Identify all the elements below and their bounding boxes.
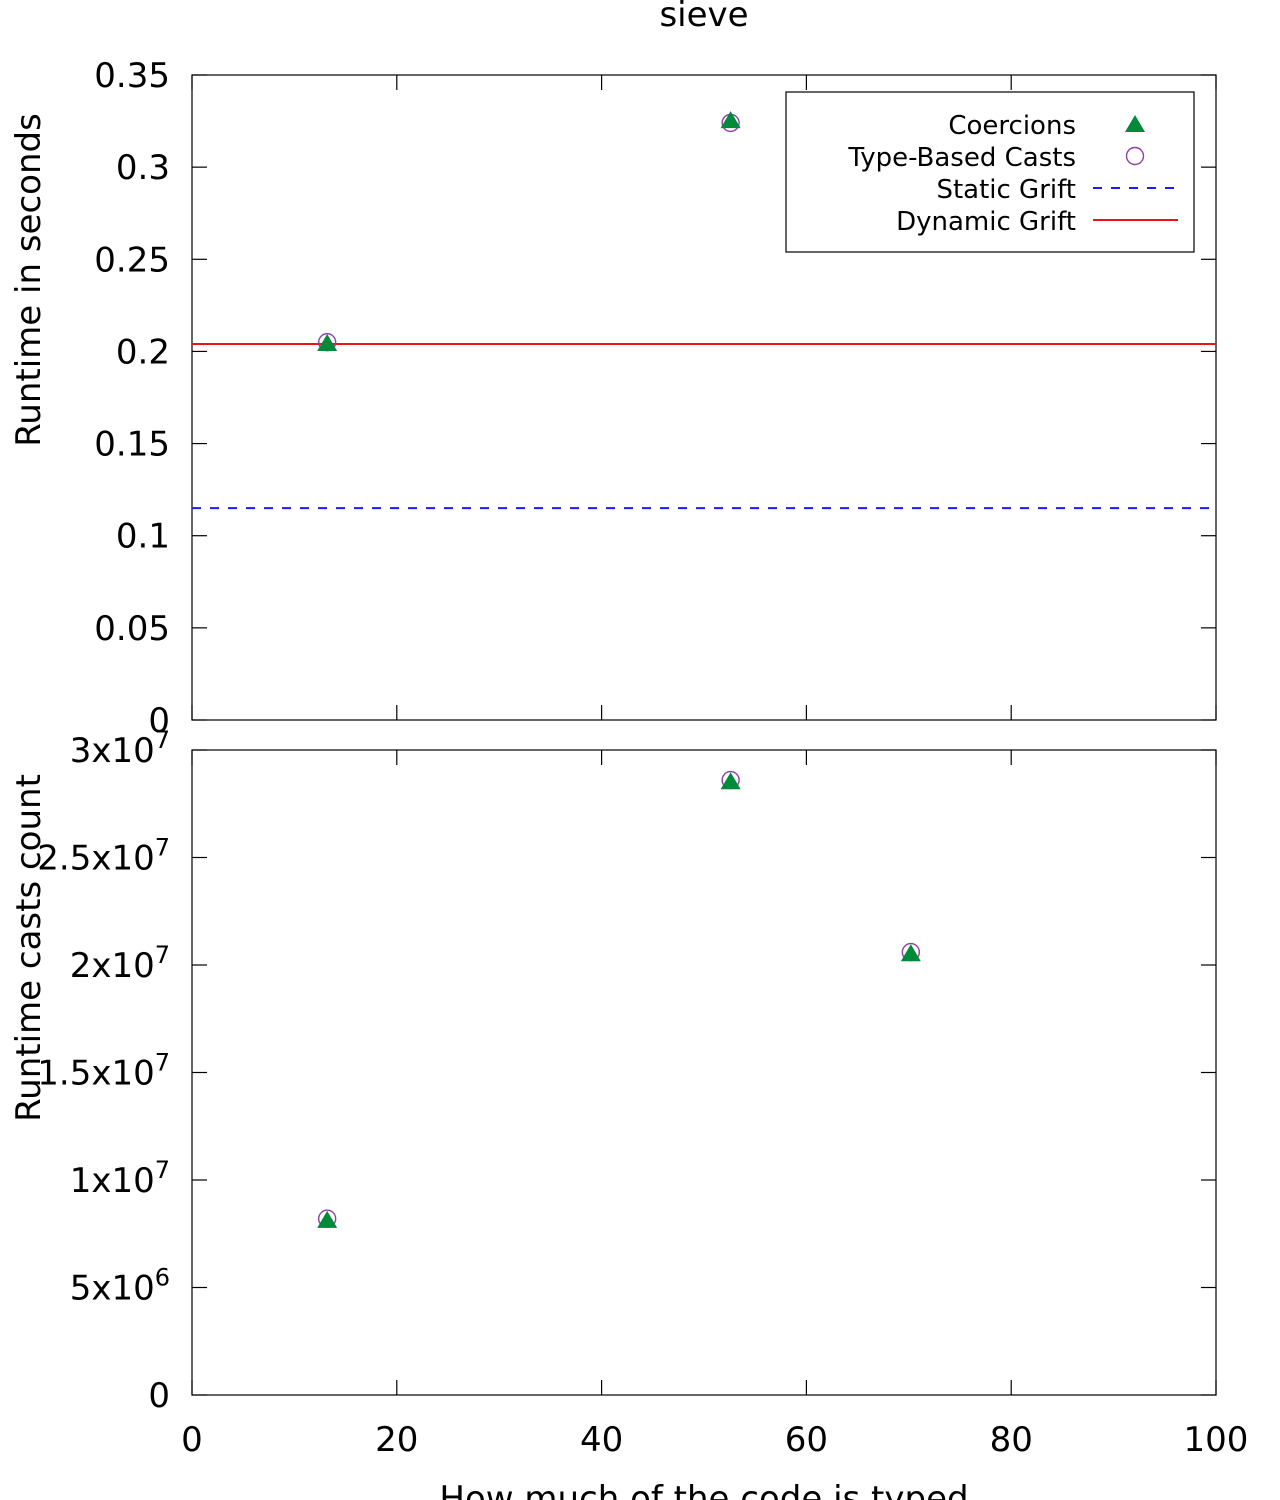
- casts-count-coercions-point: [900, 944, 921, 962]
- legend-label-static-grift: Static Grift: [936, 175, 1076, 205]
- casts-count-panel: 0 20 40 60 80 100 0 5x106 1x107 1.5x107 2x107 2.5x1…: [9, 726, 1248, 1500]
- casts-count-y-tick-label: 5x106: [70, 1264, 170, 1309]
- casts-count-y-tick-label: 1x107: [70, 1156, 170, 1201]
- x-tick-label: 80: [990, 1420, 1033, 1460]
- x-tick-label: 40: [580, 1420, 623, 1460]
- casts-count-coercions-point: [317, 1210, 338, 1228]
- casts-count-plot-frame: [191, 749, 1217, 1396]
- casts-count-y-tick-label: 2.5x107: [37, 834, 170, 879]
- runtime-y-tick-label: 0.25: [94, 240, 170, 280]
- x-tick-label: 100: [1184, 1420, 1249, 1460]
- x-tick-label: 0: [181, 1420, 203, 1460]
- runtime-y-tick-label: 0.15: [94, 425, 170, 465]
- x-axis-label: How much of the code is typed: [439, 1479, 968, 1500]
- legend-type-based-casts-circle-marker: [1125, 146, 1145, 166]
- chart-title: sieve: [659, 0, 748, 35]
- casts-count-y-tick-label: 3x107: [70, 726, 170, 771]
- casts-count-y-tick-label: 2x107: [70, 941, 170, 986]
- legend: Coercions Type-Based Casts Static Grift …: [785, 91, 1195, 253]
- x-tick-label: 20: [375, 1420, 418, 1460]
- runtime-y-tick-label: 0: [148, 701, 170, 741]
- runtime-panel: 0 0.05 0.1 0.15 0.2 0.25 0.3 0.35 Runtime in se…: [9, 56, 1217, 741]
- casts-count-y-axis-label: Runtime casts count: [9, 774, 49, 1122]
- casts-count-y-tick-label: 1.5x107: [37, 1049, 170, 1094]
- runtime-y-axis-label: Runtime in seconds: [9, 113, 49, 447]
- runtime-coercions-point: [317, 334, 338, 352]
- legend-box: [785, 91, 1195, 253]
- runtime-coercions-point: [720, 111, 741, 129]
- legend-label-type-based-casts: Type-Based Casts: [847, 143, 1076, 173]
- runtime-y-tick-label: 0.35: [94, 56, 170, 96]
- runtime-y-tick-label: 0.05: [94, 609, 170, 649]
- legend-coercions-triangle-marker: [1125, 115, 1145, 132]
- casts-count-y-tick-label: 0: [148, 1376, 170, 1416]
- legend-label-coercions: Coercions: [948, 111, 1076, 141]
- legend-label-dynamic-grift: Dynamic Grift: [896, 207, 1076, 237]
- casts-count-coercions-point: [720, 772, 741, 790]
- runtime-y-tick-label: 0.1: [116, 517, 170, 557]
- runtime-plot-frame: [191, 74, 1217, 721]
- x-tick-label: 60: [785, 1420, 828, 1460]
- runtime-y-tick-label: 0.2: [116, 332, 170, 372]
- runtime-y-tick-label: 0.3: [116, 148, 170, 188]
